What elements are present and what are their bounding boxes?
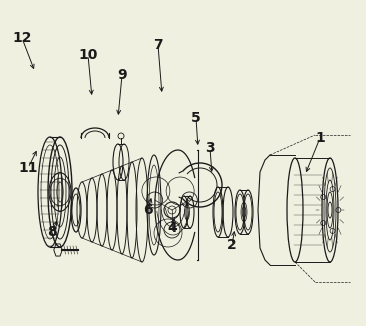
Text: 4: 4 — [167, 221, 177, 235]
Text: 2: 2 — [227, 238, 237, 252]
Text: 10: 10 — [78, 48, 98, 62]
Text: 1: 1 — [315, 131, 325, 145]
Text: 8: 8 — [47, 225, 57, 239]
Text: 5: 5 — [191, 111, 201, 125]
Text: 7: 7 — [153, 38, 163, 52]
Text: 6: 6 — [143, 203, 153, 217]
Text: 12: 12 — [12, 31, 32, 45]
Text: 11: 11 — [18, 161, 38, 175]
Text: 9: 9 — [117, 68, 127, 82]
Text: 3: 3 — [205, 141, 215, 155]
